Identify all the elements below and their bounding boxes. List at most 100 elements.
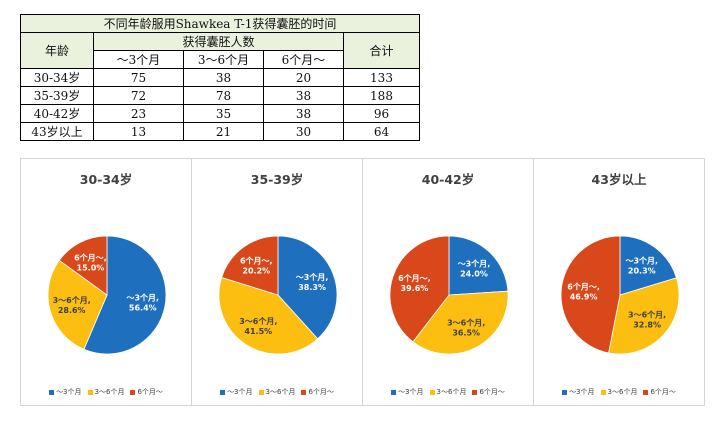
legend-swatch bbox=[130, 389, 136, 395]
slice-3-6-months bbox=[412, 290, 509, 355]
pie-panel-30-34: 30-34岁 ～3个月, 56.4% 3～6个月, 28.6% 6个月～, 15.0% ～… bbox=[20, 158, 192, 406]
data-label: 6个月～, 46.9% bbox=[567, 281, 600, 301]
data-label-line: ～3个月, bbox=[625, 256, 658, 266]
column-header: 6个月～ bbox=[263, 50, 344, 69]
data-label-line: 28.6% bbox=[58, 306, 86, 315]
legend-item: ～3个月 bbox=[220, 387, 253, 397]
data-label: ～3个月, 24.0% bbox=[458, 258, 491, 278]
data-label-line: 6个月～, bbox=[398, 273, 431, 283]
legend-item: 6个月～ bbox=[130, 387, 163, 397]
slice-0-3-months bbox=[448, 235, 509, 296]
data-label: ～3个月, 20.3% bbox=[625, 256, 658, 276]
group-header: 获得囊胚人数 bbox=[93, 32, 344, 51]
data-label: 3～6个月, 41.5% bbox=[239, 316, 277, 336]
slice-3-6-months bbox=[218, 276, 319, 355]
age-blastocyst-table: 不同年龄服用Shawkea T-1获得囊胚的时间 年龄 获得囊胚人数 合计 ～3… bbox=[20, 14, 420, 141]
legend-item: 6个月～ bbox=[472, 387, 505, 397]
chart-title: 35-39岁 bbox=[250, 172, 304, 187]
value-cell: 38 bbox=[263, 104, 344, 123]
slice-0-3-months bbox=[277, 235, 338, 340]
slice-3-6-months bbox=[47, 259, 108, 350]
legend-label: ～3个月 bbox=[56, 388, 82, 396]
legend-label: 3～6个月 bbox=[436, 388, 467, 396]
data-label-line: 3～6个月, bbox=[53, 295, 91, 305]
legend-swatch bbox=[220, 389, 226, 395]
legend-label: ～3个月 bbox=[398, 388, 424, 396]
data-label-line: 20.3% bbox=[628, 267, 656, 276]
slice-6-plus-months bbox=[560, 235, 621, 354]
slice-6-plus-months bbox=[58, 235, 108, 296]
legend-label: 6个月～ bbox=[479, 388, 505, 396]
data-label-line: 46.9% bbox=[570, 292, 598, 301]
legend-item: 3～6个月 bbox=[429, 387, 467, 397]
value-cell: 13 bbox=[93, 122, 184, 141]
value-cell: 21 bbox=[183, 122, 264, 141]
legend-label: 6个月～ bbox=[308, 388, 334, 396]
column-header: ～3个月 bbox=[93, 50, 184, 69]
legend-swatch bbox=[429, 389, 435, 395]
value-cell: 20 bbox=[263, 68, 344, 87]
legend-label: 3～6个月 bbox=[265, 388, 296, 396]
legend-swatch bbox=[301, 389, 307, 395]
legend-swatch bbox=[258, 389, 264, 395]
legend-item: ～3个月 bbox=[562, 387, 595, 397]
legend-swatch bbox=[643, 389, 649, 395]
total-cell: 64 bbox=[343, 122, 420, 141]
data-label-line: 32.8% bbox=[633, 321, 661, 330]
legend-item: 6个月～ bbox=[301, 387, 334, 397]
table-row: 35-39岁 72 78 38 188 bbox=[20, 86, 420, 105]
legend: ～3个月 3～6个月 6个月～ bbox=[192, 387, 362, 397]
data-label-line: ～3个月, bbox=[296, 272, 329, 282]
data-label: 3～6个月, 36.5% bbox=[447, 317, 485, 337]
column-header: 3～6个月 bbox=[183, 50, 264, 69]
legend-item: ～3个月 bbox=[391, 387, 424, 397]
legend-item: 3～6个月 bbox=[600, 387, 638, 397]
value-cell: 38 bbox=[183, 68, 264, 87]
table-row: 43岁以上 13 21 30 64 bbox=[20, 122, 420, 141]
value-cell: 78 bbox=[183, 86, 264, 105]
pie-panel-43-plus: 43岁以上 ～3个月, 20.3% 3～6个月, 32.8% 6个月～, 46.9% ～3… bbox=[533, 158, 705, 406]
data-label: ～3个月, 56.4% bbox=[126, 292, 159, 312]
data-label-line: 56.4% bbox=[129, 303, 157, 312]
slice-0-3-months bbox=[83, 235, 167, 355]
legend-label: 6个月～ bbox=[137, 388, 163, 396]
legend: ～3个月 3～6个月 6个月～ bbox=[21, 387, 191, 397]
data-label-line: 20.2% bbox=[242, 267, 270, 276]
legend: ～3个月 3～6个月 6个月～ bbox=[363, 387, 533, 397]
legend-item: 3～6个月 bbox=[258, 387, 296, 397]
data-label: 6个月～, 39.6% bbox=[398, 273, 431, 293]
slice-3-6-months bbox=[608, 277, 680, 355]
legend-swatch bbox=[87, 389, 93, 395]
value-cell: 23 bbox=[93, 104, 184, 123]
data-label: 6个月～, 15.0% bbox=[74, 252, 107, 272]
value-cell: 72 bbox=[93, 86, 184, 105]
value-cell: 75 bbox=[93, 68, 184, 87]
table-row: 30-34岁 75 38 20 133 bbox=[20, 68, 420, 87]
slice-6-plus-months bbox=[221, 235, 279, 296]
data-label: 3～6个月, 32.8% bbox=[628, 310, 666, 330]
age-cell: 30-34岁 bbox=[20, 68, 94, 87]
data-label-line: 3～6个月, bbox=[628, 310, 666, 320]
chart-title: 40-42岁 bbox=[421, 172, 475, 187]
age-cell: 43岁以上 bbox=[20, 122, 94, 141]
chart-title: 43岁以上 bbox=[591, 172, 647, 187]
table-title: 不同年龄服用Shawkea T-1获得囊胚的时间 bbox=[20, 14, 420, 33]
pie-panel-40-42: 40-42岁 ～3个月, 24.0% 3～6个月, 36.5% 6个月～, 39.6% ～… bbox=[362, 158, 534, 406]
legend-label: 3～6个月 bbox=[94, 388, 125, 396]
pie-chart: ～3个月, 38.3% 3～6个月, 41.5% 6个月～, 20.2% bbox=[218, 235, 338, 355]
legend-swatch bbox=[600, 389, 606, 395]
data-label-line: 6个月～, bbox=[567, 281, 600, 291]
value-cell: 30 bbox=[263, 122, 344, 141]
legend-swatch bbox=[562, 389, 568, 395]
chart-title: 30-34岁 bbox=[79, 172, 133, 187]
value-cell: 38 bbox=[263, 86, 344, 105]
legend-label: 3～6个月 bbox=[607, 388, 638, 396]
pie-chart: ～3个月, 24.0% 3～6个月, 36.5% 6个月～, 39.6% bbox=[389, 235, 509, 355]
data-label-line: 36.5% bbox=[452, 328, 480, 337]
legend-item: 3～6个月 bbox=[87, 387, 125, 397]
age-cell: 35-39岁 bbox=[20, 86, 94, 105]
data-label-line: ～3个月, bbox=[458, 258, 491, 268]
pie-chart: ～3个月, 20.3% 3～6个月, 32.8% 6个月～, 46.9% bbox=[560, 235, 680, 355]
data-label-line: 39.6% bbox=[401, 284, 429, 293]
total-header: 合计 bbox=[343, 32, 420, 69]
